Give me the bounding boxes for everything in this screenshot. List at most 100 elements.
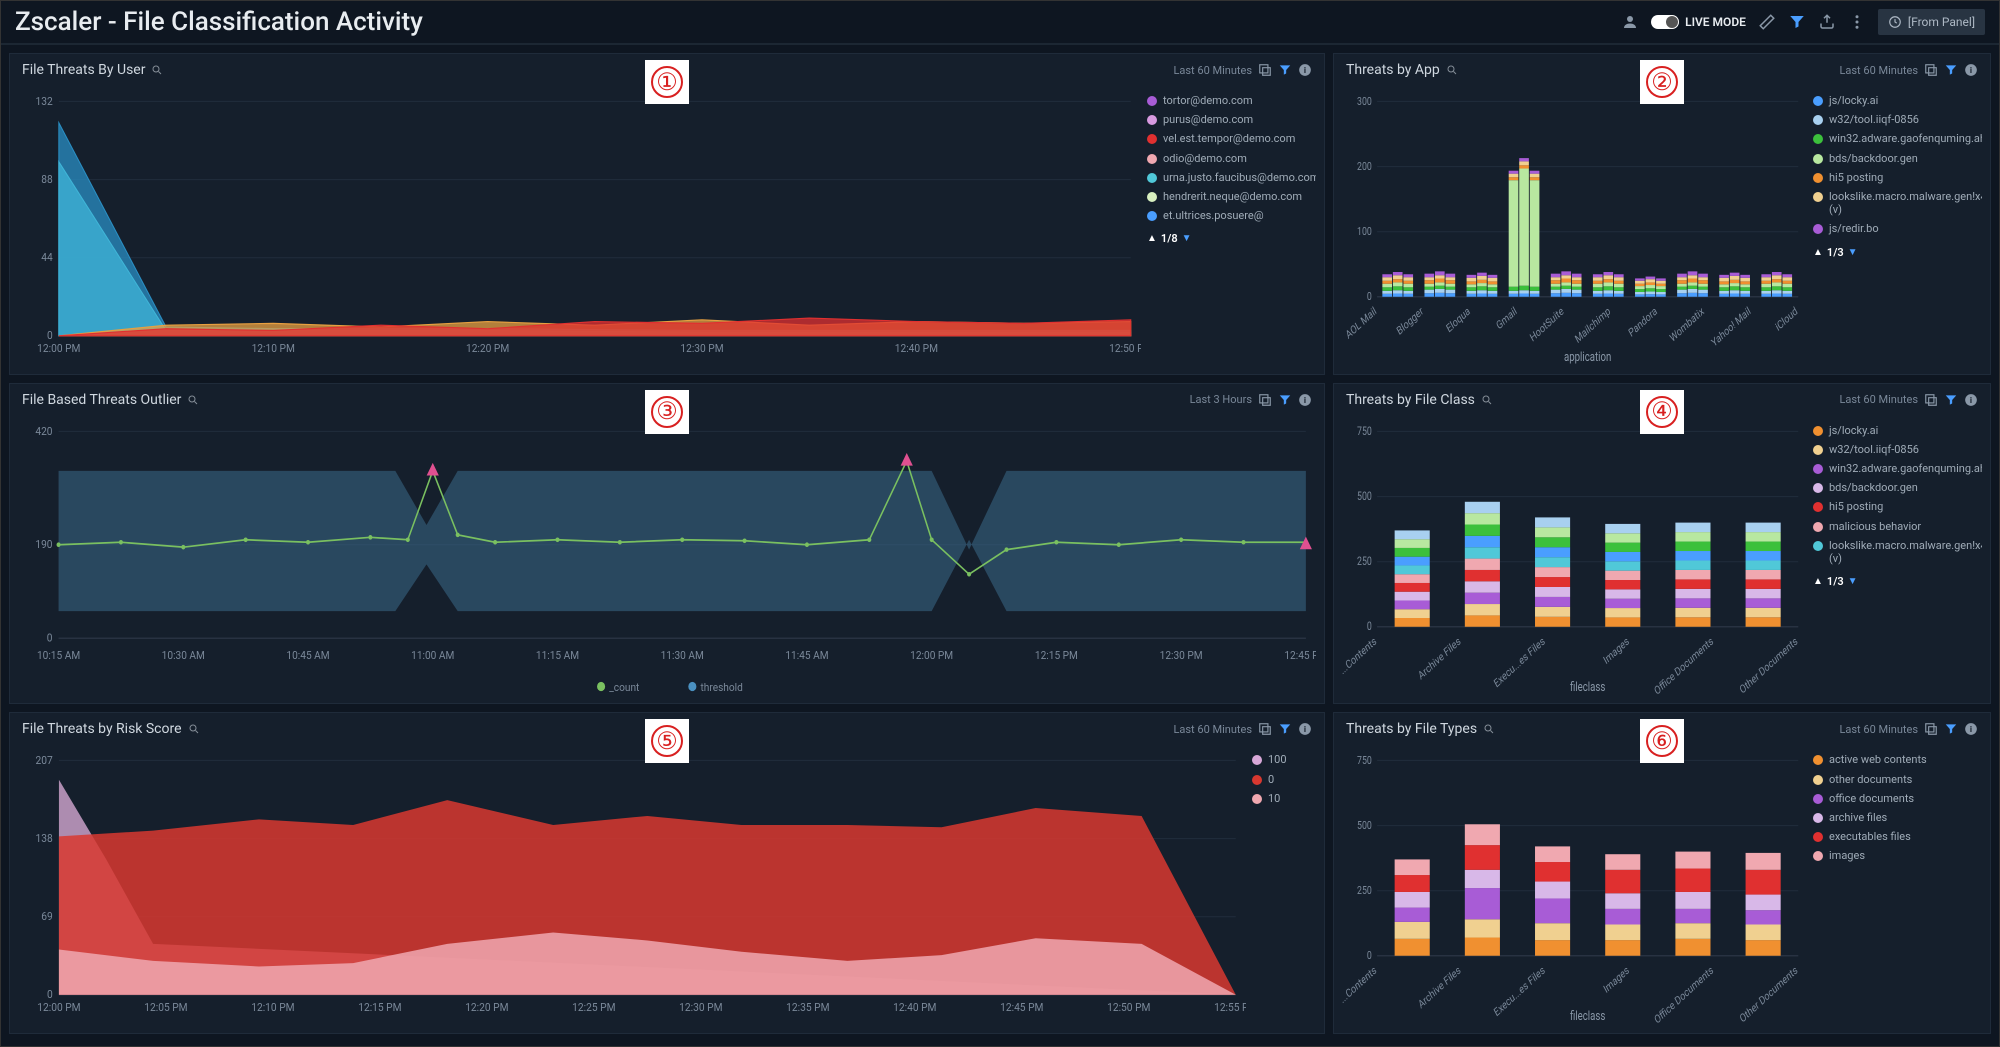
legend-pager[interactable]: ▲ 1/3 ▼ xyxy=(1813,246,1976,259)
more-icon[interactable] xyxy=(1848,13,1866,31)
legend-item[interactable]: hi5 posting xyxy=(1813,500,1976,513)
svg-text:12:00 PM: 12:00 PM xyxy=(37,1001,80,1015)
info-icon[interactable]: i xyxy=(1964,722,1978,736)
legend-label: bds/backdoor.gen xyxy=(1829,152,1918,165)
legend-label: et.ultrices.posuere@ xyxy=(1163,209,1264,222)
chart-area[interactable]: 019042010:15 AM10:30 AM10:45 AM11:00 AM1… xyxy=(18,420,1316,696)
filter-icon[interactable] xyxy=(1278,393,1292,407)
info-icon[interactable]: i xyxy=(1298,393,1312,407)
open-icon[interactable] xyxy=(1924,393,1938,407)
legend-item[interactable]: js/redir.bo xyxy=(1813,222,1976,235)
panel-title-text: Threats by File Class xyxy=(1346,392,1475,408)
legend-item[interactable]: hi5 posting xyxy=(1813,171,1976,184)
svg-text:12:05 PM: 12:05 PM xyxy=(144,1001,187,1015)
legend-pager[interactable]: ▲ 1/8 ▼ xyxy=(1147,232,1310,245)
panel-1: ①File Threats By UserLast 60 Minutesi044… xyxy=(9,53,1325,375)
magnify-icon[interactable] xyxy=(151,64,163,76)
legend-item[interactable]: 0 xyxy=(1252,773,1310,786)
legend-item[interactable]: js/locky.ai xyxy=(1813,94,1976,107)
svg-text:750: 750 xyxy=(1357,755,1372,767)
legend-dot xyxy=(1813,851,1823,861)
info-icon[interactable]: i xyxy=(1298,722,1312,736)
legend-dot xyxy=(1813,775,1823,785)
svg-text:190: 190 xyxy=(35,537,52,551)
svg-text:Activ...Contents: Activ...Contents xyxy=(1342,635,1379,691)
svg-text:0: 0 xyxy=(47,631,53,645)
open-icon[interactable] xyxy=(1258,393,1272,407)
filter-icon[interactable] xyxy=(1944,722,1958,736)
info-icon[interactable]: i xyxy=(1964,393,1978,407)
legend-item[interactable]: purus@demo.com xyxy=(1147,113,1310,126)
legend-item[interactable]: hendrerit.neque@demo.com xyxy=(1147,190,1310,203)
open-icon[interactable] xyxy=(1924,63,1938,77)
legend-item[interactable]: win32.adware.gaofenquming.ah xyxy=(1813,132,1976,145)
legend-item[interactable]: bds/backdoor.gen xyxy=(1813,152,1976,165)
legend-label: office documents xyxy=(1829,792,1914,805)
filter-icon[interactable] xyxy=(1944,63,1958,77)
legend-label: malicious behavior xyxy=(1829,520,1921,533)
chart-area[interactable]: 0100200300AOL MailBloggerEloquaGmailHoot… xyxy=(1342,90,1807,366)
legend-dot xyxy=(1813,445,1823,455)
svg-text:12:50 PM: 12:50 PM xyxy=(1107,1001,1150,1015)
chart-area[interactable]: 06913820712:00 PM12:05 PM12:10 PM12:15 P… xyxy=(18,749,1246,1025)
timerange-picker[interactable]: [From Panel] xyxy=(1878,9,1985,35)
chart-area[interactable]: 0250500750Activ...ContentsArchive FilesE… xyxy=(1342,420,1807,696)
magnify-icon[interactable] xyxy=(1446,64,1458,76)
magnify-icon[interactable] xyxy=(188,723,200,735)
filter-icon[interactable] xyxy=(1278,63,1292,77)
legend-item[interactable]: vel.est.tempor@demo.com xyxy=(1147,132,1310,145)
svg-text:12:40 PM: 12:40 PM xyxy=(893,1001,936,1015)
svg-text:0: 0 xyxy=(1367,621,1372,633)
magnify-icon[interactable] xyxy=(187,394,199,406)
legend-item[interactable]: w32/tool.iiqf-0856 xyxy=(1813,113,1976,126)
svg-text:69: 69 xyxy=(41,910,52,924)
info-icon[interactable]: i xyxy=(1298,63,1312,77)
legend-item[interactable]: lookslike.macro.malware.gen!x4 (v) xyxy=(1813,539,1976,565)
share-icon[interactable] xyxy=(1818,13,1836,31)
legend-item[interactable]: 100 xyxy=(1252,753,1310,766)
legend-item[interactable]: 10 xyxy=(1252,792,1310,805)
legend-item[interactable]: odio@demo.com xyxy=(1147,152,1310,165)
chart-area[interactable]: 0448813212:00 PM12:10 PM12:20 PM12:30 PM… xyxy=(18,90,1141,366)
svg-text:44: 44 xyxy=(41,251,52,265)
svg-text:Execu...es Files: Execu...es Files xyxy=(1493,965,1547,1020)
panel-title: File Threats By User xyxy=(22,62,163,78)
legend-item[interactable]: win32.adware.gaofenquming.ah xyxy=(1813,462,1976,475)
legend-item[interactable]: w32/tool.iiqf-0856 xyxy=(1813,443,1976,456)
live-mode-toggle[interactable]: LIVE MODE xyxy=(1651,15,1746,29)
legend-item[interactable]: executables files xyxy=(1813,830,1976,843)
legend-item[interactable]: urna.justo.faucibus@demo.com xyxy=(1147,171,1310,184)
legend-pager[interactable]: ▲ 1/3 ▼ xyxy=(1813,575,1976,588)
legend-item[interactable]: archive files xyxy=(1813,811,1976,824)
panel-badge-3: ③ xyxy=(645,390,689,434)
legend-item[interactable]: tortor@demo.com xyxy=(1147,94,1310,107)
legend-item[interactable]: js/locky.ai xyxy=(1813,424,1976,437)
open-icon[interactable] xyxy=(1924,722,1938,736)
open-icon[interactable] xyxy=(1258,722,1272,736)
panel-body: 06913820712:00 PM12:05 PM12:10 PM12:15 P… xyxy=(10,745,1324,1033)
open-icon[interactable] xyxy=(1258,63,1272,77)
legend-item[interactable]: bds/backdoor.gen xyxy=(1813,481,1976,494)
magnify-icon[interactable] xyxy=(1481,394,1493,406)
toggle-switch[interactable] xyxy=(1651,15,1679,29)
svg-text:12:15 PM: 12:15 PM xyxy=(1035,648,1078,662)
legend-item[interactable]: office documents xyxy=(1813,792,1976,805)
legend-label: hi5 posting xyxy=(1829,500,1883,513)
edit-icon[interactable] xyxy=(1758,13,1776,31)
legend-item[interactable]: lookslike.macro.malware.gen!x4 (v) xyxy=(1813,190,1976,216)
legend-item[interactable]: other documents xyxy=(1813,773,1976,786)
svg-text:Office Documents: Office Documents xyxy=(1653,964,1716,1025)
chart-area[interactable]: 0250500750Activ...ContentsArchive FilesE… xyxy=(1342,749,1807,1025)
info-icon[interactable]: i xyxy=(1964,63,1978,77)
clock-icon xyxy=(1888,15,1902,29)
filter-icon[interactable] xyxy=(1944,393,1958,407)
svg-text:_count: _count xyxy=(609,680,640,694)
legend-item[interactable]: et.ultrices.posuere@ xyxy=(1147,209,1310,222)
legend-item[interactable]: active web contents xyxy=(1813,753,1976,766)
legend-item[interactable]: malicious behavior xyxy=(1813,520,1976,533)
legend-item[interactable]: images xyxy=(1813,849,1976,862)
magnify-icon[interactable] xyxy=(1483,723,1495,735)
filter-icon[interactable] xyxy=(1278,722,1292,736)
user-icon[interactable] xyxy=(1621,13,1639,31)
filter-icon[interactable] xyxy=(1788,13,1806,31)
